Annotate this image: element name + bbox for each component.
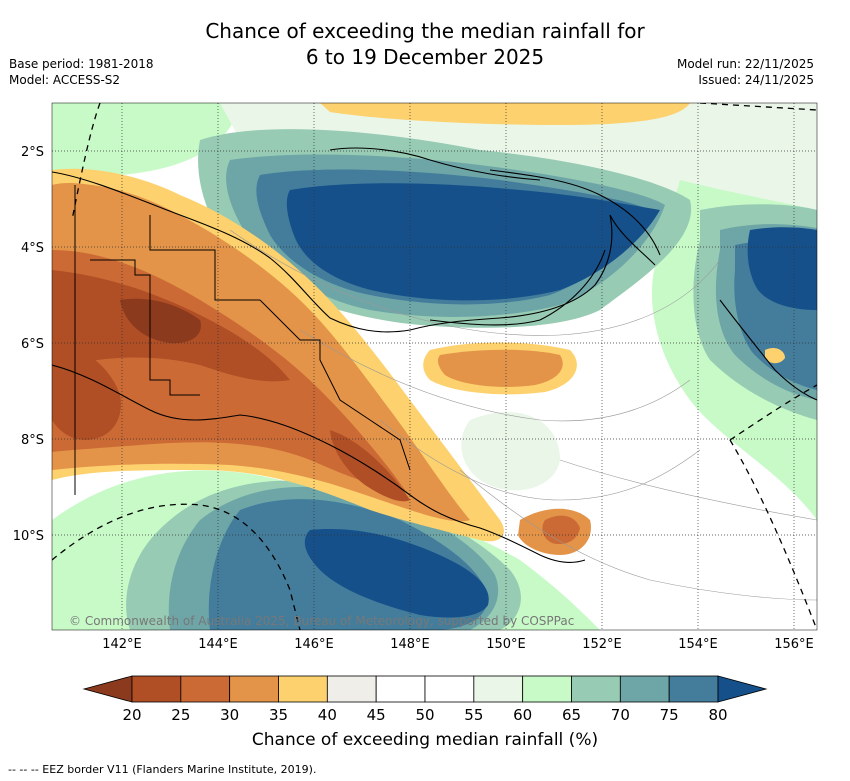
lon-label: 144°E <box>198 637 238 652</box>
coast-bougainville <box>719 299 817 401</box>
lat-label: 8°S <box>21 433 44 448</box>
colorbar-swatch <box>131 675 182 703</box>
colorbar-swatch <box>424 675 475 703</box>
eez-footnote: -- -- -- EEZ border V11 (Flanders Marine… <box>8 763 317 776</box>
lon-label: 154°E <box>678 637 718 652</box>
colorbar-swatch <box>522 675 572 703</box>
zone-80-east-core <box>747 227 817 310</box>
meta-left: Base period: 1981-2018 Model: ACCESS-S2 <box>9 56 154 88</box>
lat-label: 10°S <box>13 529 44 544</box>
colorbar-swatch <box>619 675 670 703</box>
lon-label: 156°E <box>774 637 814 652</box>
border-western-province <box>90 259 200 396</box>
lon-label: 152°E <box>582 637 622 652</box>
colorbar-tick-label: 70 <box>611 706 630 724</box>
coast-new-ireland <box>489 169 661 256</box>
zone-35-top <box>320 103 690 125</box>
lon-axis: 142°E 144°E 146°E 148°E 150°E 152°E 154°… <box>102 637 814 652</box>
colorbar-extend-high <box>717 675 768 703</box>
colorbar-tick-label: 25 <box>171 706 190 724</box>
eez-south <box>52 503 301 630</box>
eez-south-east <box>729 439 817 630</box>
lon-label: 150°E <box>486 637 526 652</box>
zone-30-nw <box>52 183 190 241</box>
eez-north-east <box>699 103 817 111</box>
copyright-text: © Commonwealth of Australia 2025, Bureau… <box>69 614 574 628</box>
lat-label: 4°S <box>21 241 44 256</box>
eez-east <box>729 384 817 441</box>
colorbar-swatch <box>229 675 279 703</box>
colorbar-extend-low <box>82 675 133 703</box>
meta-right: Model run: 22/11/2025 Issued: 24/11/2025 <box>677 56 814 88</box>
lon-label: 146°E <box>294 637 334 652</box>
base-period: Base period: 1981-2018 <box>9 57 154 71</box>
coast-new-guinea-south <box>52 364 586 564</box>
coast-manus <box>329 147 541 181</box>
colorbar-tick-label: 80 <box>708 706 727 724</box>
colorbar-swatch <box>473 675 524 703</box>
colorbar-swatch <box>375 675 426 703</box>
colorbar-tick-label: 35 <box>269 706 288 724</box>
lat-label: 6°S <box>21 337 44 352</box>
zone-20-southeast <box>330 430 410 502</box>
eez-west-north <box>71 103 101 221</box>
colorbar-tick-label: 50 <box>415 706 434 724</box>
zone-25-east-island <box>542 515 580 545</box>
colorbar-swatches <box>82 675 768 703</box>
colorbar-tick-label: 60 <box>513 706 532 724</box>
zone-20-west-coast <box>52 340 121 440</box>
lon-label: 142°E <box>102 637 142 652</box>
lat-axis: 2°S 4°S 6°S 8°S 10°S <box>13 145 44 544</box>
zone-80-south-core <box>304 529 489 618</box>
zone-80-north-core <box>286 183 660 301</box>
colorbar-tick-label: 45 <box>367 706 386 724</box>
coastlines <box>52 147 817 564</box>
coast-new-britain <box>429 249 606 326</box>
zone-pale-green-central <box>461 412 560 491</box>
title-line-1: Chance of exceeding the median rainfall … <box>205 19 645 43</box>
border-highlands <box>259 299 411 471</box>
colorbar-swatch <box>278 675 328 703</box>
zone-15-highlands <box>120 298 201 344</box>
graticule <box>52 103 817 630</box>
colorbar-swatch <box>326 675 377 703</box>
model-name: Model: ACCESS-S2 <box>9 73 121 87</box>
lat-label: 2°S <box>21 145 44 160</box>
colorbar-ticks: 20 25 30 35 40 45 50 55 60 65 70 75 80 <box>122 706 727 724</box>
colorbar-tick-label: 20 <box>122 706 141 724</box>
coast-new-guinea-north <box>52 171 656 333</box>
map-field: © Commonwealth of Australia 2025, Bureau… <box>52 103 817 630</box>
colorbar-tick-label: 65 <box>562 706 581 724</box>
contour-lines <box>229 229 817 601</box>
colorbar-tick-label: 75 <box>660 706 679 724</box>
colorbar-tick-label: 40 <box>318 706 337 724</box>
colorbar-swatch <box>668 675 719 703</box>
lon-label: 148°E <box>390 637 430 652</box>
colorbar-swatch <box>571 675 621 703</box>
colorbar-swatch <box>180 675 231 703</box>
colorbar-title: Chance of exceeding median rainfall (%) <box>251 730 599 750</box>
colorbar-tick-label: 30 <box>220 706 239 724</box>
map-frame <box>51 102 818 631</box>
model-run: Model run: 22/11/2025 <box>676 57 814 71</box>
issued-date: Issued: 24/11/2025 <box>698 73 814 87</box>
province-borders <box>74 185 411 495</box>
zone-35-east-small <box>765 347 785 364</box>
map-title: Chance of exceeding the median rainfall … <box>0 18 850 70</box>
zone-pale-green-north <box>220 103 817 380</box>
title-line-2: 6 to 19 December 2025 <box>305 45 545 69</box>
eez-border <box>52 103 817 630</box>
border-sandaun <box>149 215 260 301</box>
zone-green-nw <box>52 103 240 177</box>
colorbar-tick-label: 55 <box>464 706 483 724</box>
zone-30-central <box>437 349 563 387</box>
